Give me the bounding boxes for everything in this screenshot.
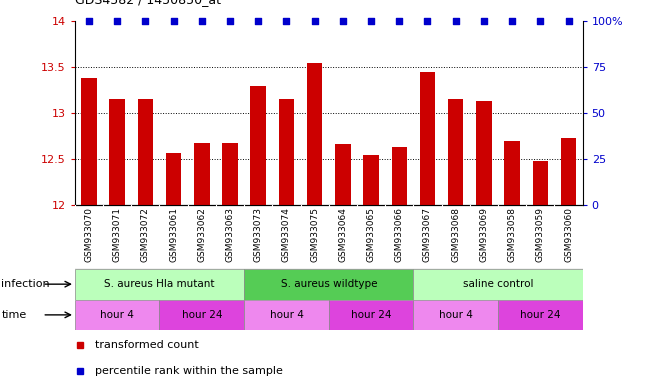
Text: GSM933059: GSM933059 xyxy=(536,207,545,262)
Point xyxy=(225,18,235,24)
Point xyxy=(84,18,94,24)
Point xyxy=(394,18,404,24)
Text: GSM933071: GSM933071 xyxy=(113,207,122,262)
Point xyxy=(197,18,207,24)
Bar xyxy=(413,269,583,300)
Text: GSM933065: GSM933065 xyxy=(367,207,376,262)
Bar xyxy=(279,99,294,205)
Text: hour 24: hour 24 xyxy=(520,310,561,320)
Point xyxy=(309,18,320,24)
Text: GSM933064: GSM933064 xyxy=(339,207,348,262)
Bar xyxy=(413,300,498,330)
Bar xyxy=(476,101,492,205)
Point xyxy=(563,18,574,24)
Point xyxy=(253,18,264,24)
Bar xyxy=(159,300,244,330)
Bar xyxy=(391,147,407,205)
Bar xyxy=(75,300,159,330)
Text: GSM933066: GSM933066 xyxy=(395,207,404,262)
Point xyxy=(478,18,489,24)
Bar xyxy=(505,141,520,205)
Text: GSM933062: GSM933062 xyxy=(197,207,206,262)
Text: GSM933061: GSM933061 xyxy=(169,207,178,262)
Bar xyxy=(244,300,329,330)
Point xyxy=(338,18,348,24)
Bar xyxy=(166,153,182,205)
Text: GSM933073: GSM933073 xyxy=(254,207,263,262)
Bar xyxy=(194,143,210,205)
Point xyxy=(366,18,376,24)
Bar xyxy=(251,86,266,205)
Bar xyxy=(137,99,153,205)
Bar xyxy=(244,269,413,300)
Point xyxy=(535,18,546,24)
Bar xyxy=(561,138,576,205)
Text: hour 4: hour 4 xyxy=(100,310,134,320)
Text: hour 24: hour 24 xyxy=(182,310,222,320)
Text: GSM933063: GSM933063 xyxy=(225,207,234,262)
Text: GSM933070: GSM933070 xyxy=(85,207,94,262)
Bar xyxy=(109,99,125,205)
Bar xyxy=(420,72,436,205)
Text: GSM933072: GSM933072 xyxy=(141,207,150,262)
Text: GDS4582 / 1450850_at: GDS4582 / 1450850_at xyxy=(75,0,221,6)
Bar xyxy=(222,143,238,205)
Text: GSM933069: GSM933069 xyxy=(479,207,488,262)
Point xyxy=(281,18,292,24)
Bar xyxy=(363,155,379,205)
Point xyxy=(422,18,433,24)
Text: time: time xyxy=(1,310,27,320)
Text: GSM933075: GSM933075 xyxy=(310,207,319,262)
Point xyxy=(140,18,150,24)
Bar xyxy=(498,300,583,330)
Point xyxy=(112,18,122,24)
Bar xyxy=(335,144,351,205)
Bar xyxy=(307,63,322,205)
Text: S. aureus wildtype: S. aureus wildtype xyxy=(281,279,377,289)
Point xyxy=(450,18,461,24)
Bar xyxy=(81,78,97,205)
Bar xyxy=(75,269,244,300)
Text: percentile rank within the sample: percentile rank within the sample xyxy=(95,366,283,376)
Text: hour 24: hour 24 xyxy=(351,310,391,320)
Bar xyxy=(329,300,413,330)
Text: GSM933074: GSM933074 xyxy=(282,207,291,262)
Text: transformed count: transformed count xyxy=(95,340,199,350)
Text: infection: infection xyxy=(1,279,50,289)
Bar xyxy=(448,99,464,205)
Point xyxy=(507,18,518,24)
Text: hour 4: hour 4 xyxy=(270,310,303,320)
Bar xyxy=(533,161,548,205)
Text: GSM933058: GSM933058 xyxy=(508,207,517,262)
Text: hour 4: hour 4 xyxy=(439,310,473,320)
Text: GSM933068: GSM933068 xyxy=(451,207,460,262)
Text: GSM933060: GSM933060 xyxy=(564,207,573,262)
Point xyxy=(169,18,179,24)
Text: S. aureus Hla mutant: S. aureus Hla mutant xyxy=(104,279,215,289)
Text: saline control: saline control xyxy=(463,279,533,289)
Text: GSM933067: GSM933067 xyxy=(423,207,432,262)
